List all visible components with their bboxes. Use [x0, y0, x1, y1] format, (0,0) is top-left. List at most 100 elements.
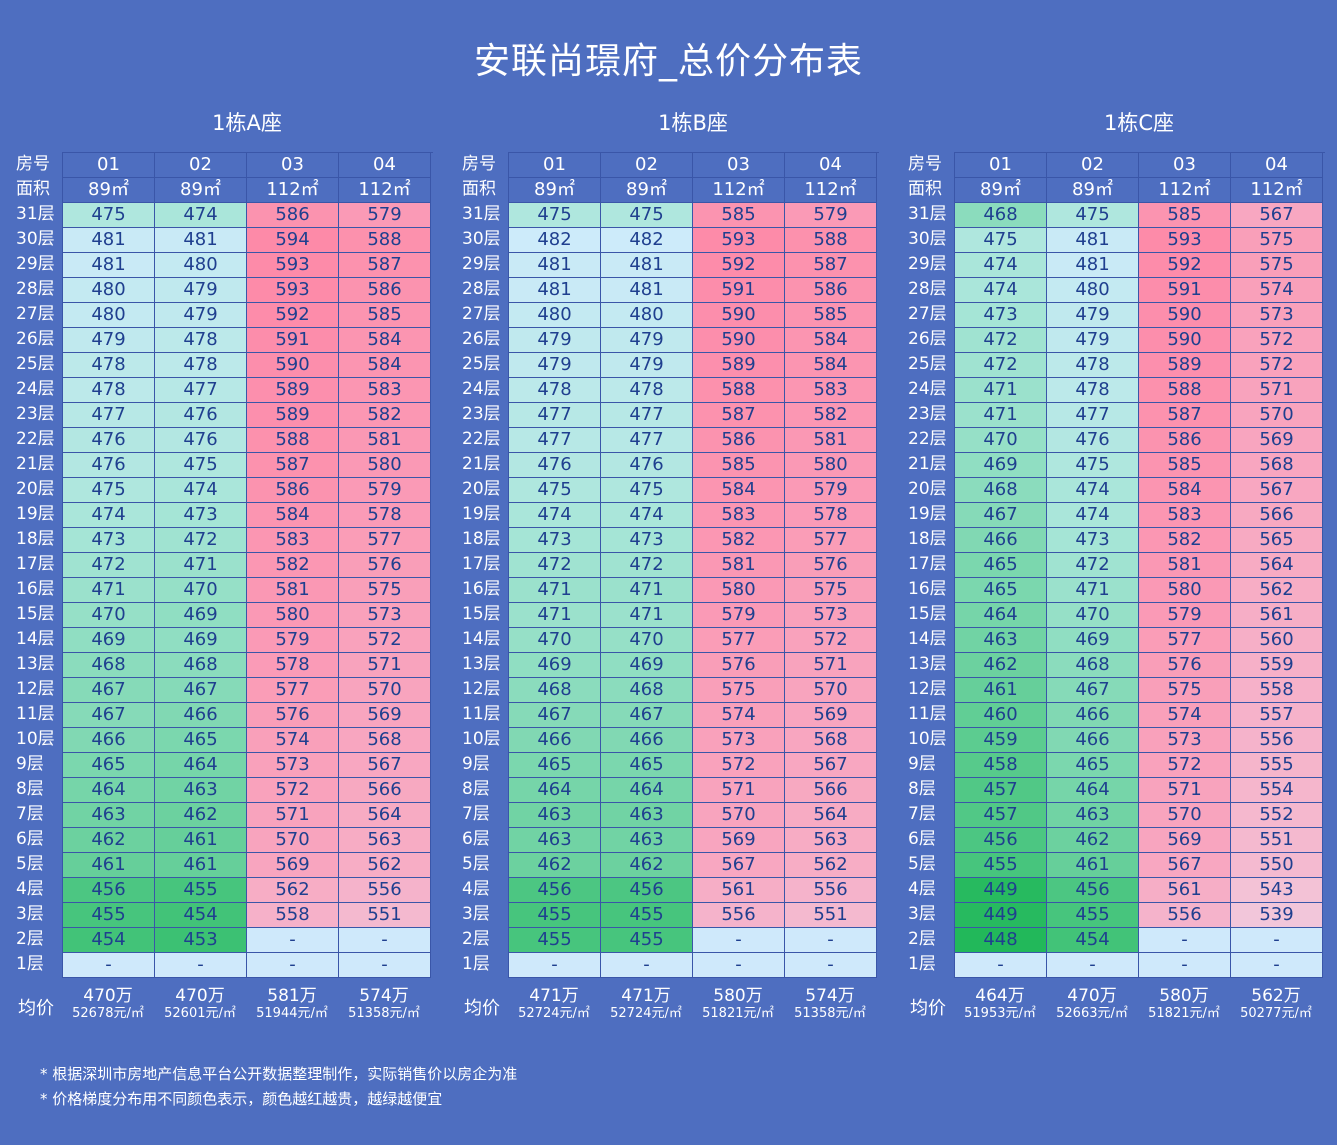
price-cell: 583 [247, 528, 339, 553]
price-cell: 583 [1139, 503, 1231, 528]
price-cell: 472 [509, 553, 601, 578]
average-row: 470万 52678元/㎡ 470万 52601元/㎡ 581万 51944元/㎡ 574万… [62, 986, 432, 1022]
price-cell: 474 [155, 203, 247, 228]
price-cell: 471 [601, 603, 693, 628]
table-row: 472 478 589 572 [955, 353, 1325, 378]
floor-label: 2层 [462, 929, 490, 949]
floor-label: 7层 [462, 804, 490, 824]
floor-label: 1层 [16, 954, 44, 974]
floor-label: 31层 [908, 204, 947, 224]
price-cell: 471 [955, 378, 1047, 403]
price-cell: 464 [955, 603, 1047, 628]
price-cell: 477 [601, 428, 693, 453]
price-cell: 469 [1047, 628, 1139, 653]
price-cell: 456 [955, 828, 1047, 853]
room-number-cell: 03 [693, 153, 785, 178]
price-cell: 586 [693, 428, 785, 453]
price-cell: 551 [339, 903, 431, 928]
price-cell: 586 [339, 278, 431, 303]
floor-label: 6层 [462, 829, 490, 849]
price-cell: 580 [693, 578, 785, 603]
floor-label: 10层 [16, 729, 55, 749]
area-cell: 112㎡ [693, 178, 785, 203]
price-cell: 463 [155, 778, 247, 803]
floor-label: 1层 [908, 954, 936, 974]
price-cell: 571 [785, 653, 877, 678]
room-number-cell: 02 [155, 153, 247, 178]
table-row: 474 473 584 578 [63, 503, 433, 528]
price-cell: 593 [693, 228, 785, 253]
price-cell: 568 [785, 728, 877, 753]
price-cell: 584 [785, 353, 877, 378]
floor-label: 11层 [908, 704, 947, 724]
floor-label: 6层 [16, 829, 44, 849]
table-row: 468 468 575 570 [509, 678, 879, 703]
price-cell: 465 [955, 553, 1047, 578]
price-cell: 560 [1231, 628, 1323, 653]
table-row: ---- [509, 953, 879, 978]
floor-label: 5层 [462, 854, 490, 874]
price-cell: 580 [247, 603, 339, 628]
floor-label: 8层 [462, 779, 490, 799]
price-cell: 462 [601, 853, 693, 878]
price-cell: 573 [339, 603, 431, 628]
price-cell: 461 [63, 853, 155, 878]
price-cell: 463 [63, 803, 155, 828]
price-cell: 554 [1231, 778, 1323, 803]
price-cell: 593 [247, 278, 339, 303]
price-cell: 471 [955, 403, 1047, 428]
price-cell: 586 [785, 278, 877, 303]
table-row: 481 481 592 587 [509, 253, 879, 278]
building-name: 1栋B座 [658, 111, 728, 135]
room-number-cell: 02 [1047, 153, 1139, 178]
price-cell: 481 [509, 278, 601, 303]
floor-label: 9层 [462, 754, 490, 774]
table-row: 480 479 593 586 [63, 278, 433, 303]
price-cell: 581 [693, 553, 785, 578]
price-cell: 478 [63, 378, 155, 403]
price-cell: 456 [509, 878, 601, 903]
table-row: 456 462 569 551 [955, 828, 1325, 853]
price-cell: 477 [155, 378, 247, 403]
floor-label: 7层 [16, 804, 44, 824]
floor-label: 28层 [16, 279, 55, 299]
floor-label: 26层 [16, 329, 55, 349]
floor-label: 22层 [908, 429, 947, 449]
average-label: 均价 [464, 998, 500, 1019]
price-cell: 462 [63, 828, 155, 853]
table-row: 458 465 572 555 [955, 753, 1325, 778]
price-cell: 574 [1231, 278, 1323, 303]
table-row: 455 455- - [509, 928, 879, 953]
price-cell: 480 [1047, 278, 1139, 303]
table-row: 460 466 574 557 [955, 703, 1325, 728]
price-cell: 585 [1139, 203, 1231, 228]
price-cell: 475 [509, 203, 601, 228]
table-row: 463 469 577 560 [955, 628, 1325, 653]
table-row: 457 463 570 552 [955, 803, 1325, 828]
price-cell: - [1047, 953, 1139, 978]
price-cell: 480 [601, 303, 693, 328]
price-cell: 476 [601, 453, 693, 478]
table-row: 466 465 574 568 [63, 728, 433, 753]
price-cell: 585 [693, 453, 785, 478]
floor-label: 4层 [908, 879, 936, 899]
price-cell: 561 [1139, 878, 1231, 903]
floor-label: 10层 [908, 729, 947, 749]
price-cell: 455 [509, 928, 601, 953]
table-row: 463 463 570 564 [509, 803, 879, 828]
price-cell: 564 [1231, 553, 1323, 578]
price-cell: 562 [247, 878, 339, 903]
price-cell: 471 [63, 578, 155, 603]
average-total-price: 471万 [529, 986, 579, 1006]
floor-label: 18层 [462, 529, 501, 549]
table-row: 477 476 589 582 [63, 403, 433, 428]
table-row: 471 471 579 573 [509, 603, 879, 628]
price-cell: 464 [1047, 778, 1139, 803]
price-cell: 479 [1047, 303, 1139, 328]
price-cell: 573 [1231, 303, 1323, 328]
table-row: 468 475 585 567 [955, 203, 1325, 228]
price-cell: 556 [1139, 903, 1231, 928]
price-cell: 572 [1231, 353, 1323, 378]
table-row: 471 470 581 575 [63, 578, 433, 603]
price-cell: 455 [63, 903, 155, 928]
